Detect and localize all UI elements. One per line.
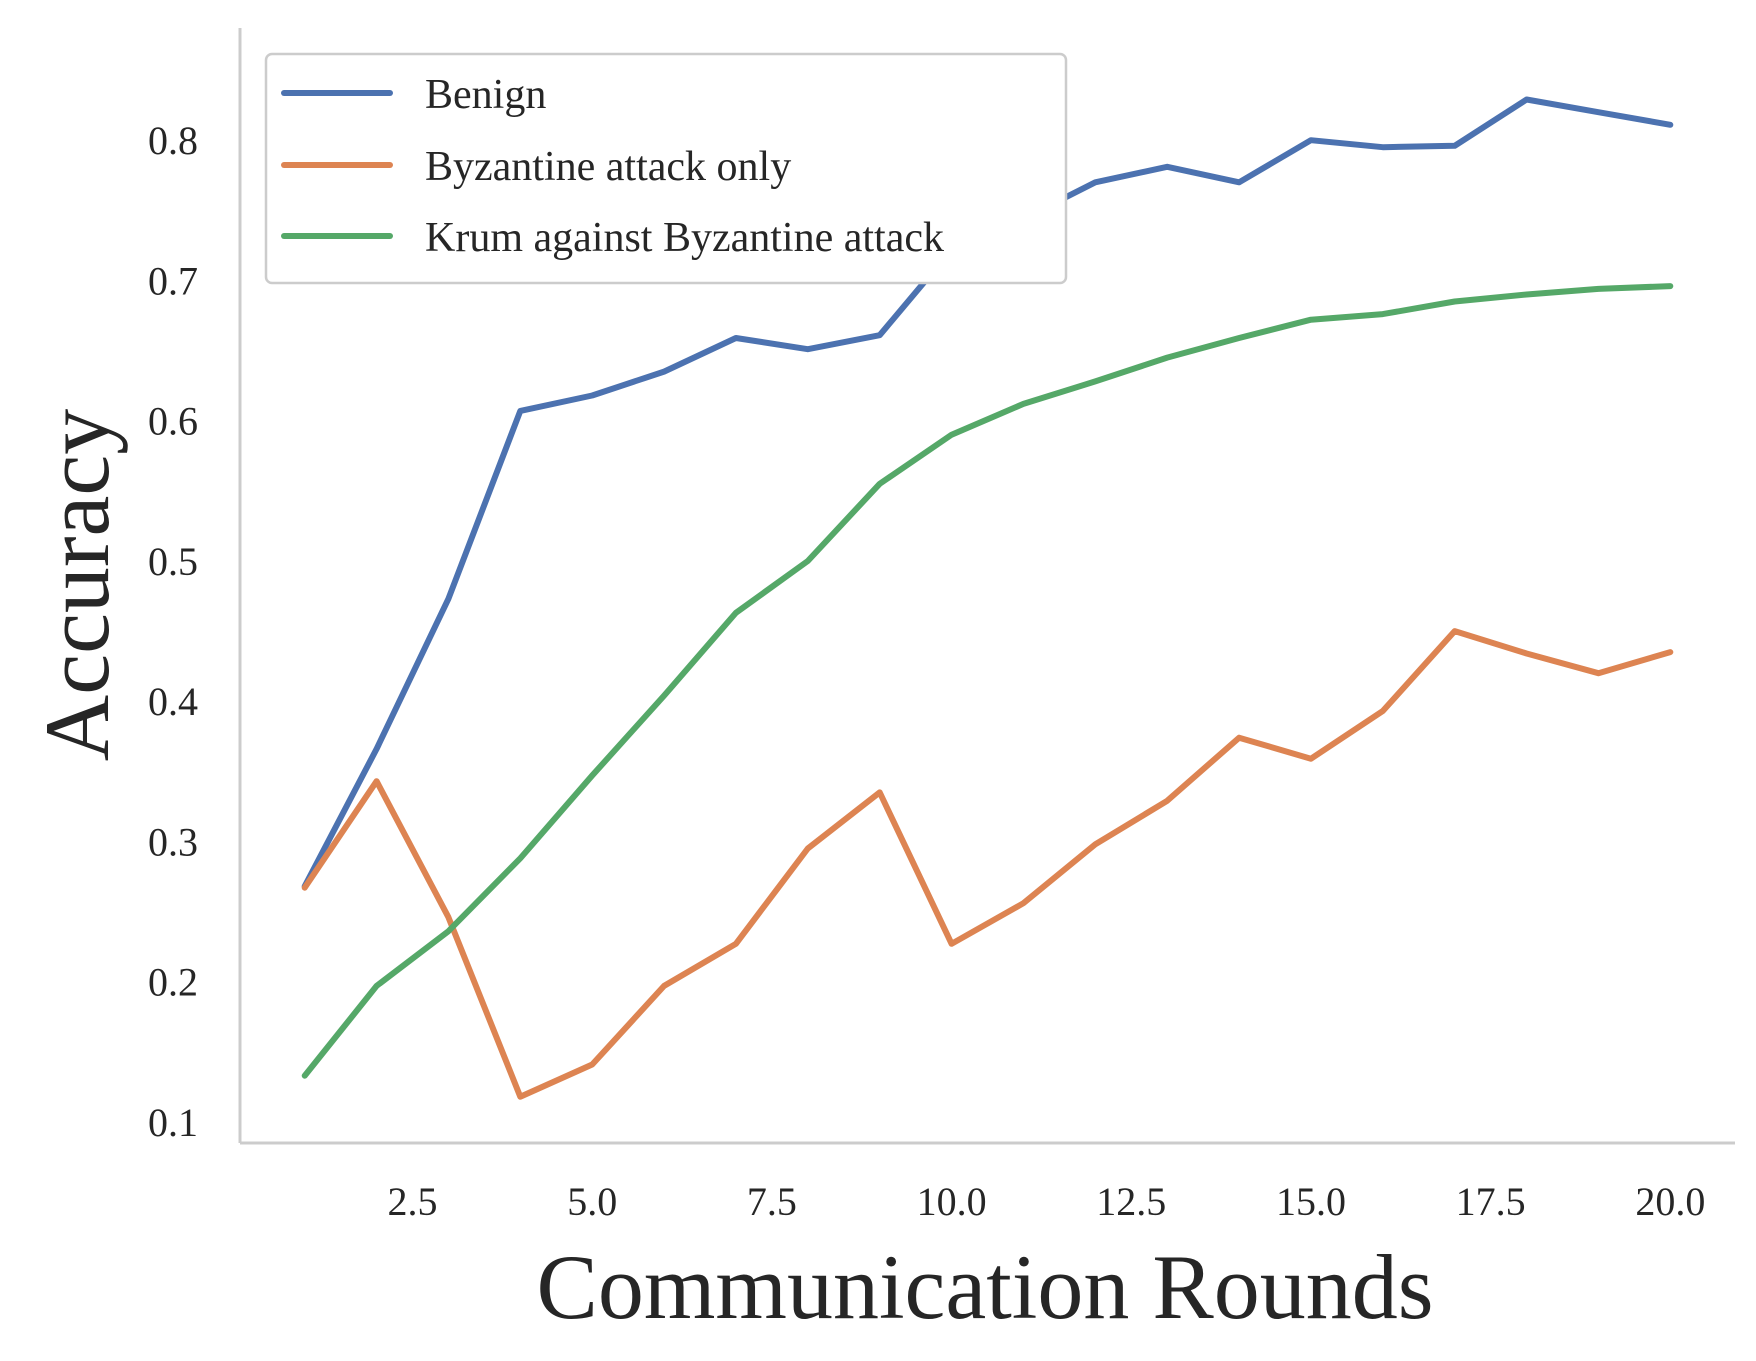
y-axis-title: Accuracy — [26, 409, 128, 761]
x-tick-label: 20.0 — [1635, 1179, 1705, 1224]
x-tick-label: 2.5 — [388, 1179, 438, 1224]
legend-frame — [264, 52, 1068, 285]
series-line-3 — [301, 283, 1674, 1079]
y-tick-label: 0.1 — [148, 1100, 198, 1145]
y-tick-label: 0.5 — [148, 539, 198, 584]
y-tick-labels: 0.1 0.2 0.3 0.4 0.5 0.6 0.7 0.8 — [148, 118, 198, 1145]
x-tick-label: 5.0 — [567, 1179, 617, 1224]
y-tick-label: 0.7 — [148, 258, 198, 303]
x-tick-label: 17.5 — [1456, 1179, 1526, 1224]
legend-label-byzantine: Byzantine attack only — [425, 144, 791, 190]
x-tick-label: 15.0 — [1276, 1179, 1346, 1224]
x-tick-labels: 2.5 5.0 7.5 10.0 12.5 15.0 17.5 20.0 — [388, 1179, 1706, 1224]
y-tick-label: 0.6 — [148, 399, 198, 444]
x-tick-label: 7.5 — [747, 1179, 797, 1224]
y-tick-label: 0.4 — [148, 679, 198, 724]
x-axis-title: Communication Rounds — [537, 1236, 1434, 1338]
legend-label-krum: Krum against Byzantine attack — [425, 215, 944, 261]
legend: Benign Byzantine attack only Krum agains… — [264, 52, 1068, 285]
x-tick-label: 12.5 — [1096, 1179, 1166, 1224]
axes — [238, 28, 1735, 1145]
legend-label-benign: Benign — [425, 72, 546, 118]
x-tick-label: 10.0 — [917, 1179, 987, 1224]
series-line-2 — [301, 628, 1674, 1100]
y-tick-label: 0.2 — [148, 960, 198, 1005]
y-tick-label: 0.8 — [148, 118, 198, 163]
y-tick-label: 0.3 — [148, 819, 198, 864]
